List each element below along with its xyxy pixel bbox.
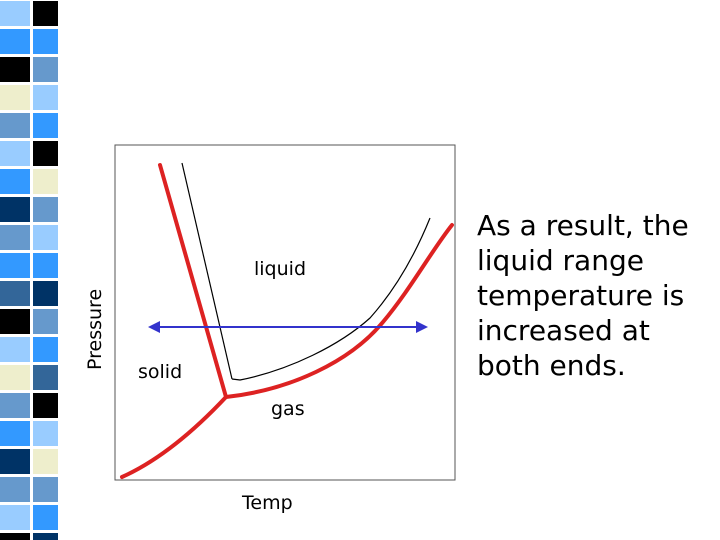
stripe-square bbox=[33, 169, 58, 194]
stripe-square bbox=[33, 393, 58, 418]
stripe-square bbox=[0, 57, 30, 82]
stripe-square bbox=[33, 29, 58, 54]
caption-line: both ends. bbox=[477, 349, 626, 382]
region-label-liquid: liquid bbox=[254, 258, 306, 280]
stripe-square bbox=[0, 253, 30, 278]
stripe-square bbox=[33, 253, 58, 278]
stripe-square bbox=[0, 225, 30, 250]
stripe-square bbox=[33, 309, 58, 334]
arrow-head-left bbox=[148, 321, 160, 333]
stripe-square bbox=[0, 85, 30, 110]
stripe-square bbox=[0, 197, 30, 222]
caption-text: As a result, the liquid range temperatur… bbox=[477, 208, 717, 383]
stripe-square bbox=[0, 505, 30, 530]
stripe-square bbox=[0, 141, 30, 166]
stripe-square bbox=[33, 505, 58, 530]
caption-line: liquid range bbox=[477, 244, 644, 277]
stripe-square bbox=[0, 477, 30, 502]
original-liquid-gas-curve bbox=[231, 217, 431, 381]
stripe-square bbox=[0, 309, 30, 334]
y-axis-label: Pressure bbox=[84, 289, 106, 370]
stripe-square bbox=[33, 449, 58, 474]
stripe-square bbox=[0, 281, 30, 306]
x-axis-label: Temp bbox=[241, 492, 293, 514]
stripe-square bbox=[0, 365, 30, 390]
decorative-side-stripe bbox=[0, 1, 58, 540]
stripe-square bbox=[33, 365, 58, 390]
stripe-square bbox=[33, 477, 58, 502]
stripe-square bbox=[33, 533, 58, 540]
arrow-head-right bbox=[416, 321, 428, 333]
stripe-square bbox=[33, 281, 58, 306]
stripe-square bbox=[0, 29, 30, 54]
region-label-gas: gas bbox=[271, 398, 305, 420]
caption-line: As a result, the bbox=[477, 209, 689, 242]
stripe-square bbox=[33, 421, 58, 446]
caption-line: increased at bbox=[477, 314, 650, 347]
stripe-square bbox=[33, 1, 58, 26]
shifted-liquid-gas-curve bbox=[224, 223, 454, 399]
original-solid-liquid-line bbox=[181, 162, 233, 380]
shifted-solid-gas-curve bbox=[120, 395, 228, 479]
shifted-solid-liquid-line bbox=[158, 163, 228, 399]
region-label-solid: solid bbox=[138, 361, 182, 383]
stripe-square bbox=[33, 85, 58, 110]
stripe-square bbox=[0, 533, 30, 540]
stripe-square bbox=[33, 337, 58, 362]
stripe-square bbox=[0, 421, 30, 446]
stripe-square bbox=[0, 169, 30, 194]
stripe-square bbox=[33, 113, 58, 138]
stripe-square bbox=[33, 57, 58, 82]
stripe-square bbox=[33, 197, 58, 222]
stripe-square bbox=[33, 225, 58, 250]
stripe-square bbox=[0, 449, 30, 474]
plot-frame bbox=[114, 144, 456, 481]
stripe-square bbox=[0, 113, 30, 138]
stripe-square bbox=[33, 141, 58, 166]
caption-line: temperature is bbox=[477, 279, 685, 312]
stripe-square bbox=[0, 337, 30, 362]
stripe-square bbox=[0, 1, 30, 26]
stripe-square bbox=[0, 393, 30, 418]
